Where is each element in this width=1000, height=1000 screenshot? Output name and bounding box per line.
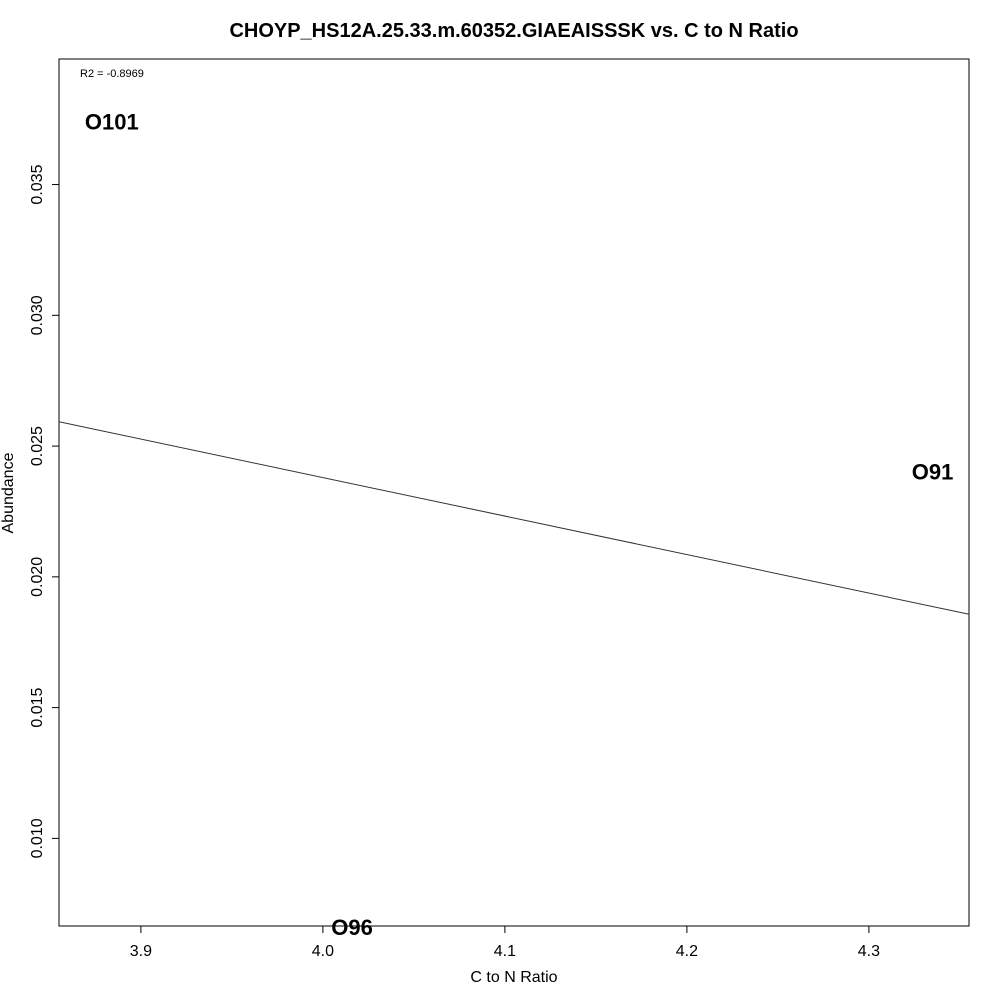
- plot-frame: [58, 58, 970, 927]
- y-tick-label: 0.020: [29, 557, 46, 597]
- x-axis-label: C to N Ratio: [470, 969, 557, 986]
- x-tick-label: 4.0: [312, 943, 334, 960]
- y-tick-label: 0.010: [29, 818, 46, 858]
- y-tick-label: 0.035: [29, 164, 46, 204]
- x-tick-label: 4.3: [858, 943, 880, 960]
- x-tick-label: 4.1: [494, 943, 516, 960]
- x-tick-label: 3.9: [130, 943, 152, 960]
- data-points: O101 O91 O96: [85, 109, 954, 940]
- y-tick-label: 0.030: [29, 295, 46, 335]
- y-axis-label: Abundance: [0, 452, 17, 533]
- r2-annotation: R2 = -0.8969: [80, 68, 144, 80]
- x-tick-label: 4.2: [676, 943, 698, 960]
- y-axis: 0.010 0.015 0.020 0.025 0.030 0.035: [29, 164, 59, 858]
- y-tick-label: 0.025: [29, 426, 46, 466]
- y-tick-label: 0.015: [29, 687, 46, 727]
- point-label-o101: O101: [85, 109, 139, 134]
- chart-title: CHOYP_HS12A.25.33.m.60352.GIAEAISSSK vs.…: [229, 20, 798, 42]
- x-axis: 3.9 4.0 4.1 4.2 4.3: [130, 926, 880, 960]
- point-label-o96: O96: [331, 915, 373, 940]
- regression-line: [58, 421, 970, 615]
- point-label-o91: O91: [912, 460, 954, 485]
